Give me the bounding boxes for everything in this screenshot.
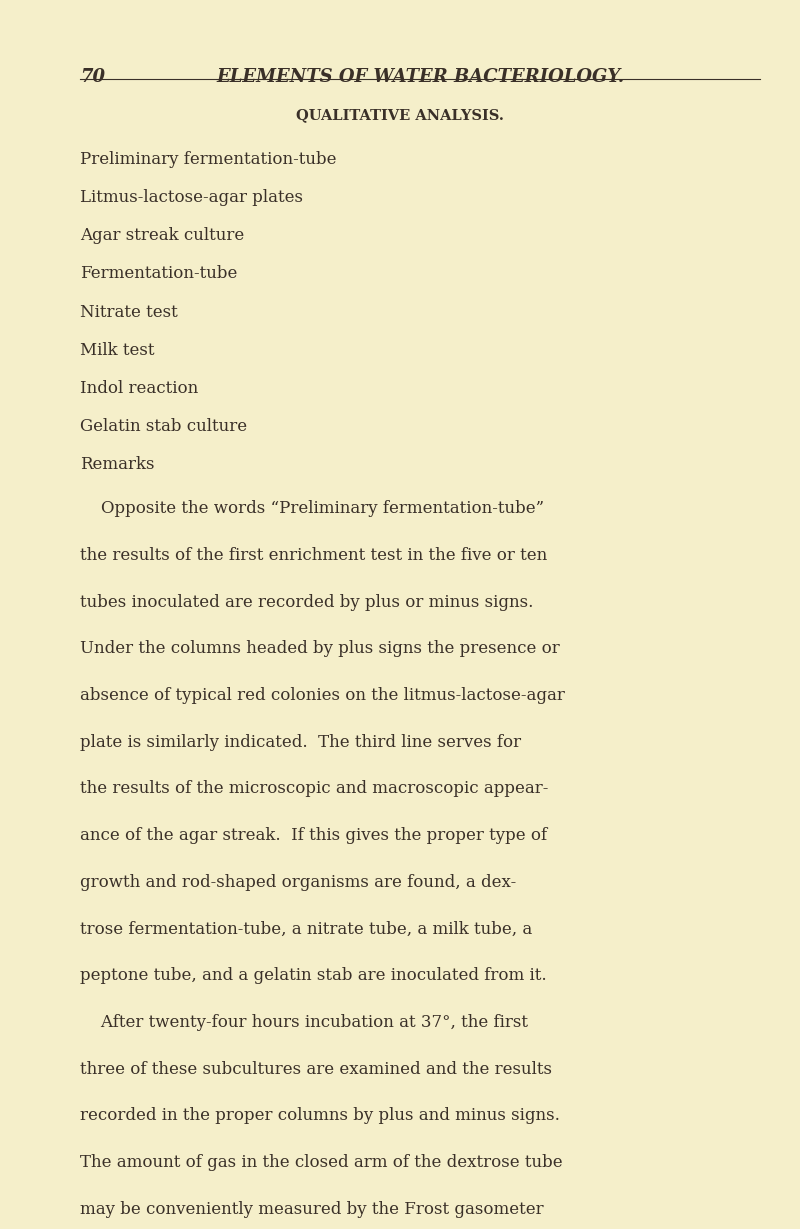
Text: Opposite the words “Preliminary fermentation-tube”: Opposite the words “Preliminary fermenta… [80,500,544,517]
Text: Agar streak culture: Agar streak culture [80,227,244,245]
Text: tubes inoculated are recorded by plus or minus signs.: tubes inoculated are recorded by plus or… [80,594,534,611]
Text: Nitrate test: Nitrate test [80,304,178,321]
Text: the results of the microscopic and macroscopic appear-: the results of the microscopic and macro… [80,780,548,798]
Text: growth and rod-shaped organisms are found, a dex-: growth and rod-shaped organisms are foun… [80,874,516,891]
Text: may be conveniently measured by the Frost gasometer: may be conveniently measured by the Fros… [80,1201,544,1218]
Text: absence of typical red colonies on the litmus-lactose-agar: absence of typical red colonies on the l… [80,687,565,704]
Text: Milk test: Milk test [80,342,154,359]
Text: Litmus-lactose-agar plates: Litmus-lactose-agar plates [80,189,303,206]
Text: peptone tube, and a gelatin stab are inoculated from it.: peptone tube, and a gelatin stab are ino… [80,967,546,984]
Text: ance of the agar streak.  If this gives the proper type of: ance of the agar streak. If this gives t… [80,827,547,844]
Text: the results of the first enrichment test in the five or ten: the results of the first enrichment test… [80,547,547,564]
Text: Under the columns headed by plus signs the presence or: Under the columns headed by plus signs t… [80,640,560,658]
Text: Preliminary fermentation-tube: Preliminary fermentation-tube [80,151,337,168]
Text: recorded in the proper columns by plus and minus signs.: recorded in the proper columns by plus a… [80,1107,560,1125]
Text: The amount of gas in the closed arm of the dextrose tube: The amount of gas in the closed arm of t… [80,1154,562,1171]
Text: three of these subcultures are examined and the results: three of these subcultures are examined … [80,1061,552,1078]
Text: ELEMENTS OF WATER BACTERIOLOGY.: ELEMENTS OF WATER BACTERIOLOGY. [216,68,624,86]
Text: Indol reaction: Indol reaction [80,380,198,397]
Text: Remarks: Remarks [80,456,154,473]
Text: Gelatin stab culture: Gelatin stab culture [80,418,247,435]
Text: Fermentation-tube: Fermentation-tube [80,265,238,283]
Text: 70: 70 [80,68,105,86]
Text: After twenty-four hours incubation at 37°, the first: After twenty-four hours incubation at 37… [80,1014,528,1031]
Text: trose fermentation-tube, a nitrate tube, a milk tube, a: trose fermentation-tube, a nitrate tube,… [80,921,532,938]
Text: QUALITATIVE ANALYSIS.: QUALITATIVE ANALYSIS. [296,108,504,122]
Text: plate is similarly indicated.  The third line serves for: plate is similarly indicated. The third … [80,734,521,751]
